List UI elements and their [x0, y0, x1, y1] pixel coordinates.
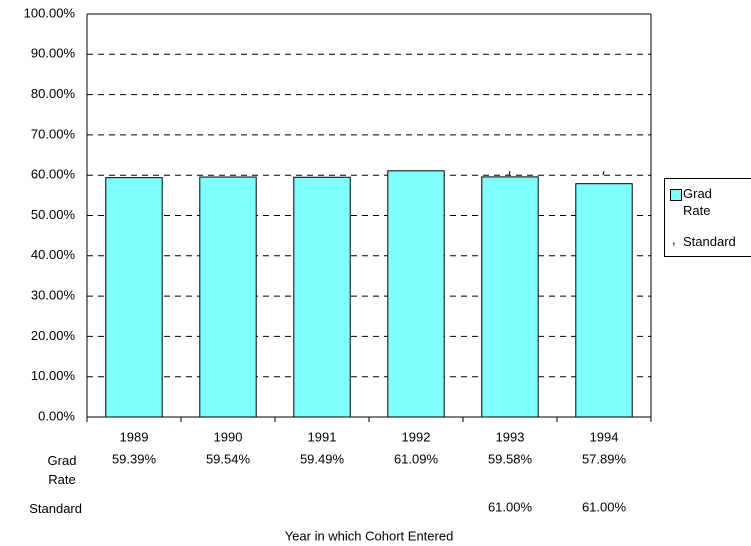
table-value: 59.49% — [300, 451, 345, 466]
x-tick-label: 1993 — [496, 429, 525, 444]
standard-marker — [508, 171, 511, 176]
bar — [387, 170, 445, 418]
bar — [293, 176, 351, 418]
table-value: 61.00% — [488, 499, 533, 514]
x-tick-label: 1994 — [590, 429, 619, 444]
y-tick-label: 100.00% — [24, 5, 76, 20]
y-tick-label: 0.00% — [38, 408, 75, 423]
row-label: Grad Rate — [47, 453, 77, 487]
x-tick-label: 1992 — [402, 429, 431, 444]
y-tick-label: 60.00% — [31, 167, 76, 182]
bar — [481, 176, 539, 418]
y-tick-label: 30.00% — [31, 288, 76, 303]
table-value: 59.39% — [112, 451, 157, 466]
table-value: 59.58% — [488, 451, 533, 466]
standard-marker — [602, 171, 605, 176]
x-axis-title: Year in which Cohort Entered — [285, 528, 454, 543]
legend-label: Grad Rate — [683, 186, 712, 218]
row-label: Standard — [29, 501, 82, 516]
x-tick-label: 1991 — [308, 429, 337, 444]
y-tick-label: 80.00% — [31, 86, 76, 101]
bar — [575, 183, 633, 418]
legend-marker: , — [672, 232, 676, 247]
x-tick-label: 1990 — [214, 429, 243, 444]
table-value: 57.89% — [582, 451, 627, 466]
table-value: 59.54% — [206, 451, 251, 466]
y-tick-label: 70.00% — [31, 126, 76, 141]
table-value: 61.00% — [582, 499, 627, 514]
bar — [199, 176, 257, 418]
y-tick-label: 20.00% — [31, 328, 76, 343]
y-tick-label: 10.00% — [31, 368, 76, 383]
y-tick-label: 50.00% — [31, 207, 76, 222]
legend: Grad Rate , Standard — [664, 178, 751, 257]
legend-label: Standard — [683, 234, 736, 249]
legend-swatch — [670, 189, 682, 201]
table-value: 61.09% — [394, 451, 439, 466]
y-tick-label: 40.00% — [31, 247, 76, 262]
x-tick-label: 1989 — [120, 429, 149, 444]
y-tick-label: 90.00% — [31, 46, 76, 61]
bar — [105, 177, 163, 418]
